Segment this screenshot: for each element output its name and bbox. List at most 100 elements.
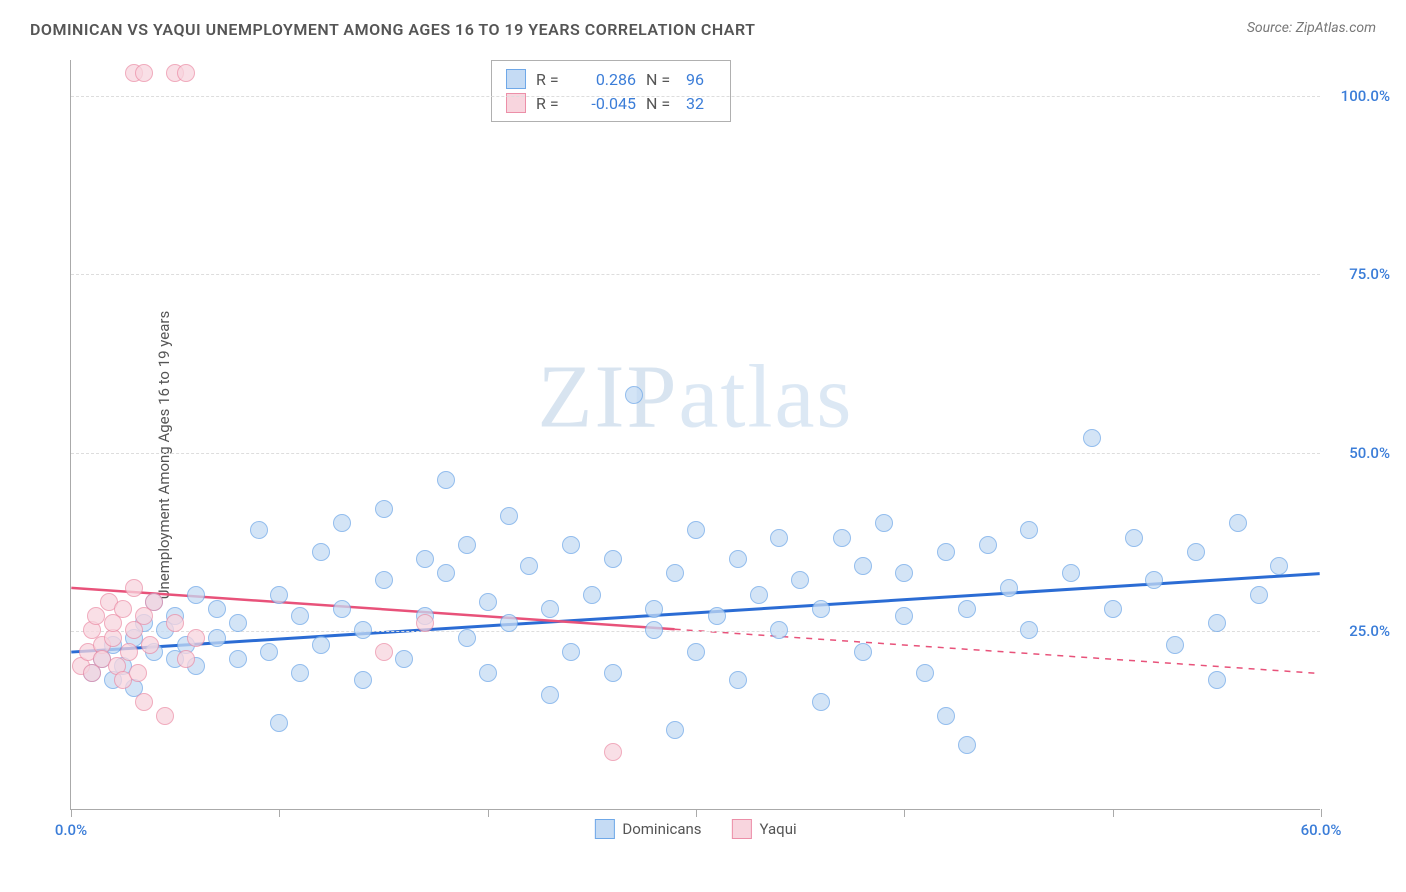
data-point bbox=[562, 536, 580, 554]
chart-title: DOMINICAN VS YAQUI UNEMPLOYMENT AMONG AG… bbox=[30, 20, 755, 39]
data-point bbox=[208, 600, 226, 618]
gridline bbox=[71, 453, 1320, 454]
data-point bbox=[854, 643, 872, 661]
data-point bbox=[687, 643, 705, 661]
data-point bbox=[812, 600, 830, 618]
y-tick-label: 50.0% bbox=[1349, 444, 1390, 462]
data-point bbox=[291, 664, 309, 682]
gridline bbox=[71, 274, 1320, 275]
data-point bbox=[1104, 600, 1122, 618]
legend-label: Dominicans bbox=[622, 820, 701, 838]
stat-r-label: R = bbox=[536, 70, 566, 89]
data-point bbox=[1062, 564, 1080, 582]
data-point bbox=[666, 721, 684, 739]
data-point bbox=[895, 564, 913, 582]
data-point bbox=[141, 636, 159, 654]
stats-row: R =-0.045N =32 bbox=[506, 91, 716, 115]
data-point bbox=[187, 629, 205, 647]
data-point bbox=[812, 693, 830, 711]
data-point bbox=[1208, 614, 1226, 632]
data-point bbox=[770, 621, 788, 639]
data-point bbox=[1083, 429, 1101, 447]
x-tick bbox=[696, 809, 697, 817]
data-point bbox=[177, 650, 195, 668]
legend-item: Dominicans bbox=[594, 819, 701, 839]
data-point bbox=[270, 714, 288, 732]
data-point bbox=[437, 564, 455, 582]
data-point bbox=[479, 664, 497, 682]
data-point bbox=[958, 600, 976, 618]
data-point bbox=[1020, 521, 1038, 539]
data-point bbox=[1250, 586, 1268, 604]
data-point bbox=[129, 664, 147, 682]
legend-item: Yaqui bbox=[732, 819, 797, 839]
data-point bbox=[1000, 579, 1018, 597]
chart-container: Unemployment Among Ages 16 to 19 years Z… bbox=[50, 60, 1366, 850]
data-point bbox=[604, 664, 622, 682]
data-point bbox=[770, 529, 788, 547]
stats-legend-box: R =0.286N =96R =-0.045N =32 bbox=[491, 60, 731, 122]
data-point bbox=[229, 614, 247, 632]
data-point bbox=[479, 593, 497, 611]
stats-row: R =0.286N =96 bbox=[506, 67, 716, 91]
data-point bbox=[333, 514, 351, 532]
stat-n-value: 96 bbox=[686, 70, 716, 89]
data-point bbox=[87, 607, 105, 625]
data-point bbox=[458, 629, 476, 647]
data-point bbox=[125, 579, 143, 597]
data-point bbox=[583, 586, 601, 604]
data-point bbox=[354, 671, 372, 689]
data-point bbox=[312, 636, 330, 654]
data-point bbox=[875, 514, 893, 532]
data-point bbox=[135, 693, 153, 711]
data-point bbox=[458, 536, 476, 554]
data-point bbox=[291, 607, 309, 625]
series-swatch bbox=[506, 69, 526, 89]
watermark: ZIPatlas bbox=[538, 346, 854, 449]
x-tick-label: 0.0% bbox=[55, 821, 87, 839]
y-tick-label: 25.0% bbox=[1349, 622, 1390, 640]
data-point bbox=[604, 550, 622, 568]
data-point bbox=[1166, 636, 1184, 654]
data-point bbox=[562, 643, 580, 661]
data-point bbox=[645, 621, 663, 639]
data-point bbox=[135, 64, 153, 82]
data-point bbox=[177, 64, 195, 82]
data-point bbox=[687, 521, 705, 539]
data-point bbox=[250, 521, 268, 539]
data-point bbox=[229, 650, 247, 668]
data-point bbox=[1229, 514, 1247, 532]
data-point bbox=[166, 614, 184, 632]
data-point bbox=[937, 707, 955, 725]
data-point bbox=[375, 571, 393, 589]
legend-swatch bbox=[732, 819, 752, 839]
data-point bbox=[500, 614, 518, 632]
data-point bbox=[1270, 557, 1288, 575]
data-point bbox=[1187, 543, 1205, 561]
data-point bbox=[500, 507, 518, 525]
data-point bbox=[895, 607, 913, 625]
trend-lines bbox=[71, 60, 1320, 809]
legend-label: Yaqui bbox=[760, 820, 797, 838]
data-point bbox=[114, 600, 132, 618]
x-tick bbox=[279, 809, 280, 817]
data-point bbox=[437, 471, 455, 489]
data-point bbox=[1208, 671, 1226, 689]
data-point bbox=[979, 536, 997, 554]
data-point bbox=[208, 629, 226, 647]
x-tick bbox=[1321, 809, 1322, 817]
data-point bbox=[260, 643, 278, 661]
series-legend: Dominicans Yaqui bbox=[594, 819, 796, 839]
stat-n-label: N = bbox=[646, 70, 676, 89]
data-point bbox=[270, 586, 288, 604]
data-point bbox=[958, 736, 976, 754]
data-point bbox=[541, 686, 559, 704]
legend-swatch bbox=[594, 819, 614, 839]
data-point bbox=[729, 550, 747, 568]
data-point bbox=[156, 707, 174, 725]
source-attribution: Source: ZipAtlas.com bbox=[1247, 20, 1376, 36]
data-point bbox=[791, 571, 809, 589]
data-point bbox=[375, 500, 393, 518]
y-tick-label: 75.0% bbox=[1349, 265, 1390, 283]
x-tick bbox=[488, 809, 489, 817]
